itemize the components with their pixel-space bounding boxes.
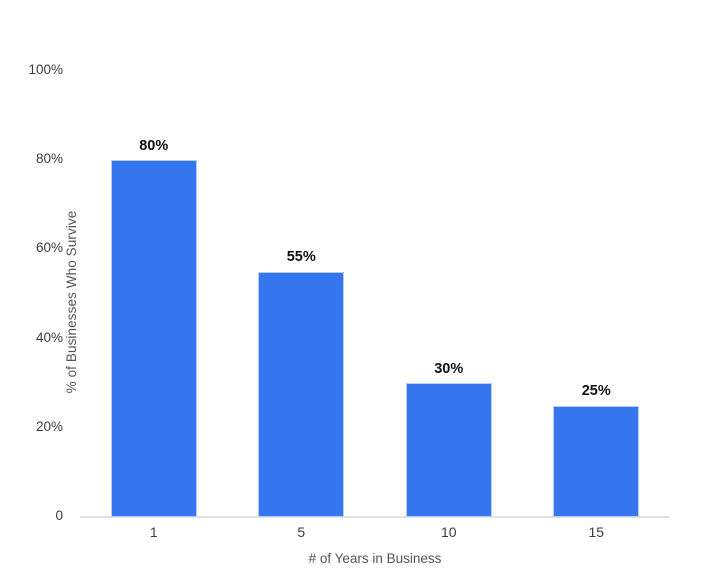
y-axis-tick-label: 80% [35, 151, 63, 167]
x-axis-title: # of Years in Business [308, 551, 442, 566]
bar-group: 55% [258, 61, 345, 517]
y-axis-tick-label: 60% [35, 240, 63, 256]
y-axis-tick-label: 0 [55, 508, 63, 523]
bar-value-label: 30% [434, 360, 464, 377]
bar-group: 25% [553, 61, 640, 517]
plot-area: 80% 55% 30% 25% [80, 60, 670, 517]
bar-value-label: 80% [139, 137, 169, 154]
y-axis-tick-label: 100% [28, 62, 63, 77]
x-axis-tick-label: 5 [297, 524, 306, 540]
bar-value-label: 55% [286, 249, 316, 266]
x-axis-line [80, 516, 670, 518]
y-axis-tick-label: 20% [35, 418, 63, 434]
y-axis-tick-label: 40% [35, 329, 63, 345]
bar-1[interactable] [110, 160, 197, 517]
x-axis-tick-label: 1 [149, 524, 158, 540]
x-axis-tick-label: 15 [588, 524, 605, 540]
bar-group: 30% [405, 61, 492, 517]
bar-value-label: 25% [581, 383, 611, 399]
bar-group: 80% [110, 61, 197, 517]
y-axis-ticks: 0 20% 40% 60% 80% 100% [0, 0, 72, 588]
bar-10[interactable] [405, 383, 492, 517]
bar-5[interactable] [258, 271, 345, 517]
x-axis-tick-label: 10 [440, 524, 457, 540]
bar-15[interactable] [553, 405, 640, 517]
